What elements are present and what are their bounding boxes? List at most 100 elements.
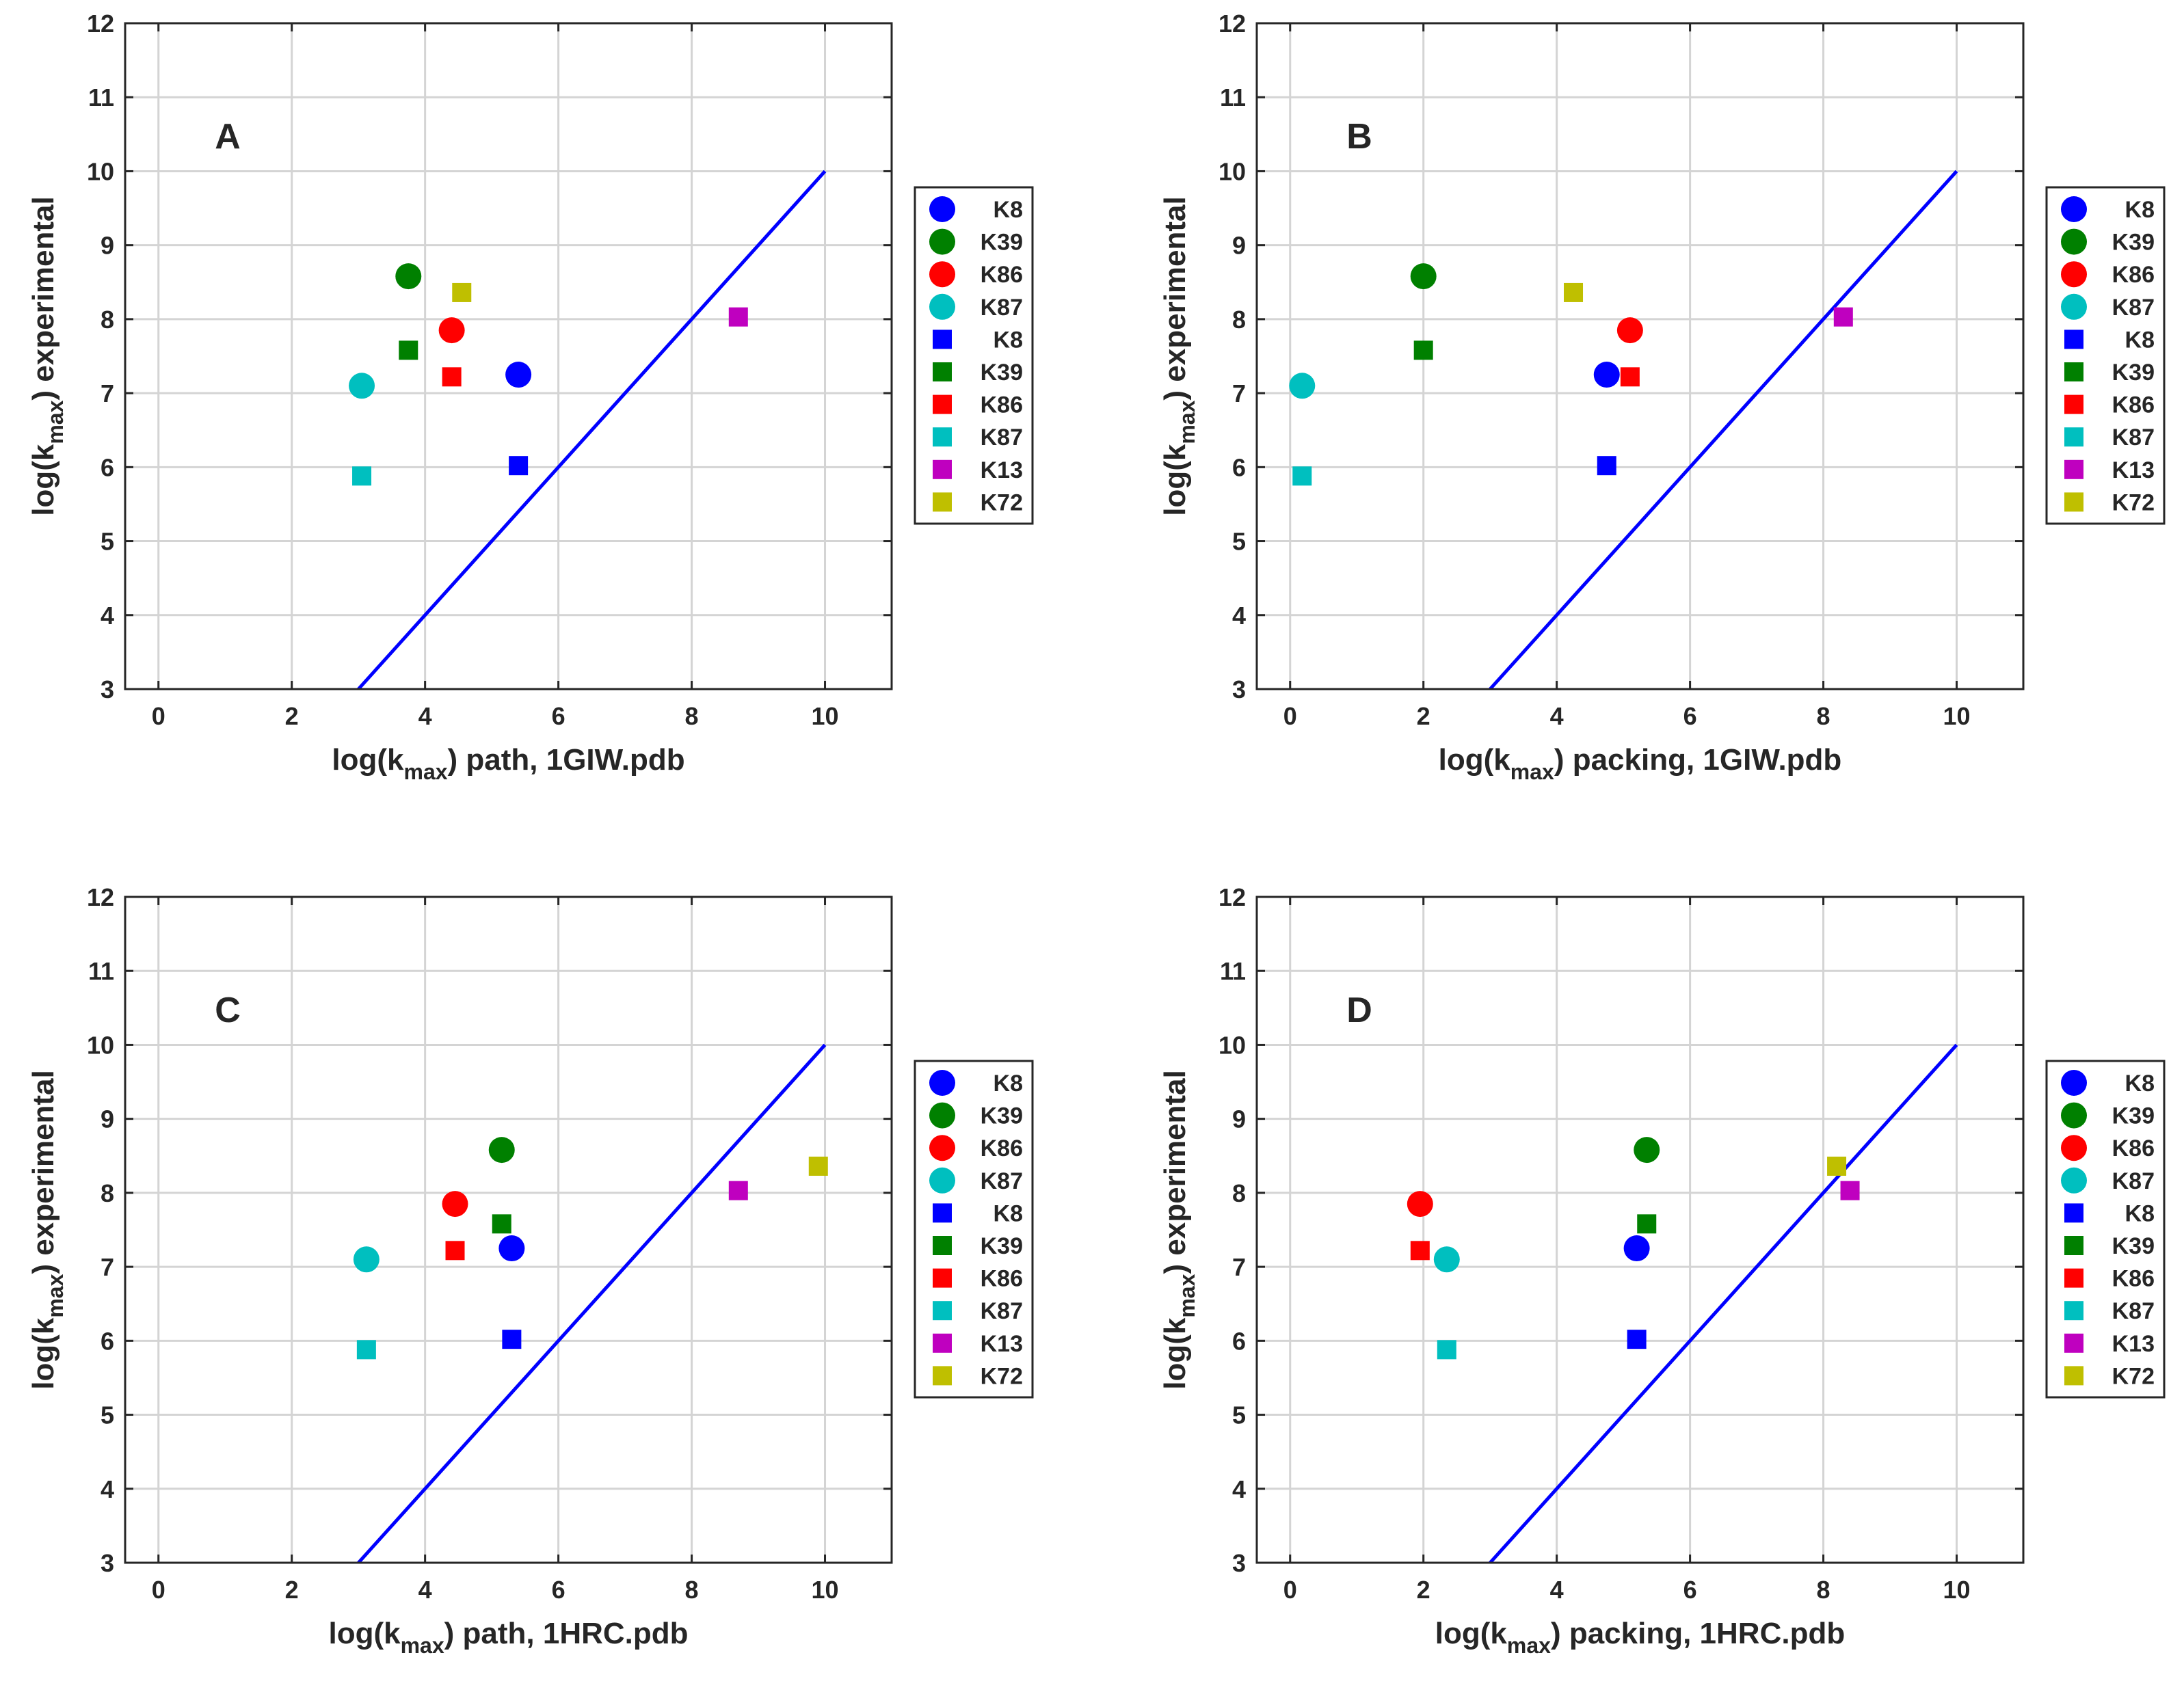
- legend-marker-circle: [2061, 1167, 2087, 1194]
- y-tick-label: 7: [1232, 379, 1246, 407]
- x-tick-label: 8: [1817, 702, 1830, 730]
- legend-marker-square: [933, 1203, 952, 1223]
- x-tick-label: 8: [685, 702, 699, 730]
- y-tick-label: 3: [101, 675, 114, 703]
- x-axis-label: log(kmax) packing, 1HRC.pdb: [1435, 1617, 1845, 1658]
- legend-label: K87: [981, 1298, 1023, 1324]
- legend-marker-square: [933, 492, 952, 512]
- legend-marker-square: [933, 1333, 952, 1353]
- point-circle-k86: [1616, 317, 1643, 344]
- x-tick-label: 8: [685, 1576, 699, 1604]
- x-tick-label: 6: [1683, 1576, 1697, 1604]
- y-tick-label: 9: [101, 1105, 114, 1133]
- point-square-k39: [399, 340, 418, 360]
- point-square-k86: [442, 367, 462, 387]
- legend-label: K39: [981, 1233, 1023, 1259]
- point-square-k39: [1637, 1214, 1657, 1234]
- point-circle-k39: [1410, 263, 1437, 290]
- legend-label: K72: [981, 489, 1023, 515]
- y-tick-label: 6: [101, 453, 114, 481]
- point-circle-k86: [442, 1191, 468, 1218]
- point-square-k13: [1840, 1181, 1860, 1200]
- legend-marker-square: [933, 330, 952, 349]
- y-axis-label: log(kmax) experimental: [1158, 1070, 1199, 1390]
- point-circle-k39: [488, 1137, 515, 1164]
- y-tick-label: 12: [87, 10, 114, 38]
- y-tick-label: 8: [101, 1179, 114, 1207]
- legend-marker-circle: [2061, 1070, 2087, 1096]
- y-tick-label: 5: [101, 528, 114, 556]
- plot-frame: [1255, 22, 2025, 690]
- x-tick-label: 6: [552, 702, 565, 730]
- y-tick-label: 3: [1232, 1549, 1246, 1577]
- x-tick-label: 4: [1550, 1576, 1564, 1604]
- legend-marker-square: [2064, 459, 2083, 479]
- legend-label: K86: [981, 1266, 1023, 1292]
- x-tick-label: 0: [152, 1576, 165, 1604]
- legend-label: K8: [994, 1200, 1023, 1226]
- legend-label: K39: [981, 360, 1023, 386]
- legend-label: K8: [2125, 327, 2155, 353]
- legend-label: K86: [981, 262, 1023, 288]
- legend-marker-square: [2064, 492, 2083, 512]
- panel-label: A: [215, 117, 241, 157]
- legend-marker-circle: [2061, 1102, 2087, 1129]
- legend: K8 K39 K86 K87 K8 K39 K86 K87 K13 K72: [2045, 186, 2166, 525]
- point-square-k72: [1827, 1156, 1847, 1176]
- x-tick-label: 0: [1283, 1576, 1297, 1604]
- y-tick-label: 4: [1232, 602, 1246, 630]
- legend-label: K8: [994, 1071, 1023, 1097]
- y-tick-label: 4: [1232, 1475, 1246, 1503]
- y-tick-label: 8: [101, 306, 114, 334]
- point-square-k86: [445, 1241, 465, 1261]
- legend-marker-square: [2064, 1203, 2083, 1223]
- x-tick-label: 2: [285, 1576, 299, 1604]
- legend-label: K39: [981, 230, 1023, 256]
- y-tick-label: 12: [87, 883, 114, 911]
- y-tick-label: 3: [101, 1549, 114, 1577]
- legend-marker-square: [933, 427, 952, 447]
- legend-marker-circle: [929, 196, 955, 222]
- y-tick-label: 4: [101, 602, 114, 630]
- legend-marker-circle: [2061, 261, 2087, 288]
- point-circle-k87: [1433, 1246, 1460, 1273]
- y-tick-label: 11: [88, 957, 114, 985]
- y-tick-label: 6: [101, 1327, 114, 1355]
- legend-label: K86: [981, 1135, 1023, 1161]
- legend-marker-square: [2064, 427, 2083, 447]
- x-tick-label: 4: [418, 1576, 432, 1604]
- reference-line: [1489, 1043, 1958, 1564]
- legend-marker-circle: [929, 1102, 955, 1129]
- legend-label: K13: [2112, 457, 2155, 483]
- legend-marker-square: [933, 1366, 952, 1386]
- y-tick-label: 12: [1218, 883, 1246, 911]
- legend: K8 K39 K86 K87 K8 K39 K86 K87 K13 K72: [2045, 1060, 2166, 1399]
- y-tick-label: 10: [1218, 1031, 1246, 1059]
- point-circle-k86: [438, 317, 465, 344]
- point-square-k86: [1410, 1241, 1430, 1261]
- y-tick-label: 9: [101, 232, 114, 260]
- legend-marker-square: [933, 459, 952, 479]
- legend-marker-square: [933, 1268, 952, 1288]
- point-circle-k8: [498, 1235, 525, 1262]
- plot-frame: [1255, 896, 2025, 1564]
- legend-label: K87: [2112, 1298, 2155, 1324]
- y-tick-label: 4: [101, 1475, 114, 1503]
- y-axis-label: log(kmax) experimental: [27, 196, 68, 516]
- legend-marker-circle: [2061, 293, 2087, 320]
- y-tick-label: 11: [1220, 83, 1246, 111]
- x-tick-label: 10: [811, 1576, 838, 1604]
- y-tick-label: 10: [1218, 157, 1246, 185]
- legend-label: K39: [2112, 1103, 2155, 1129]
- legend-marker-square: [2064, 330, 2083, 349]
- y-tick-label: 8: [1232, 1179, 1246, 1207]
- x-tick-label: 2: [285, 702, 299, 730]
- y-axis-label: log(kmax) experimental: [27, 1070, 68, 1390]
- point-square-k87: [352, 466, 372, 486]
- y-tick-label: 7: [1232, 1253, 1246, 1281]
- y-tick-label: 11: [88, 83, 114, 111]
- point-circle-k39: [1634, 1137, 1660, 1164]
- y-tick-label: 12: [1218, 10, 1246, 38]
